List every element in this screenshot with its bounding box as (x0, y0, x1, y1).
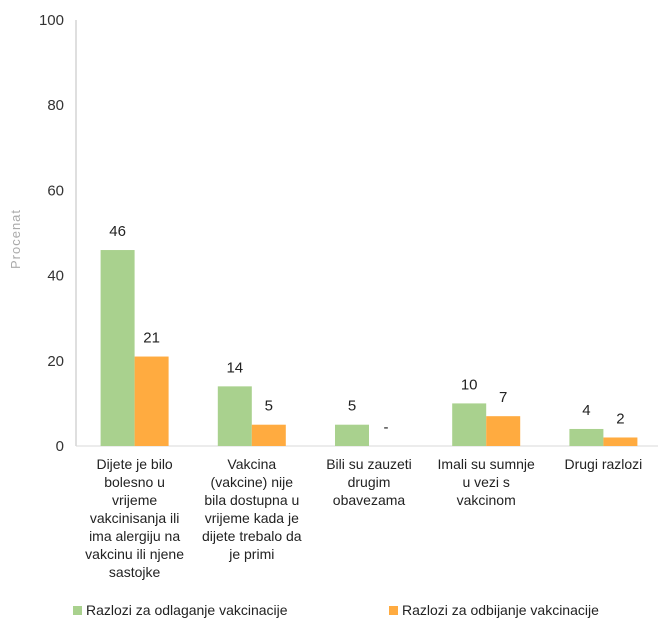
x-category-label-line: vrijeme kada je (204, 510, 299, 526)
y-tick-label: 80 (47, 97, 64, 114)
x-category-label-line: vakcinu ili njene (85, 546, 185, 562)
bar-delay (452, 403, 487, 446)
bar-delay (335, 424, 369, 446)
data-label: 2 (616, 410, 624, 427)
x-category-label-line: bila dostupna u (204, 492, 300, 508)
data-label: 21 (143, 330, 160, 347)
legend-label-refusal: Razlozi za odbijanje vakcinacije (402, 602, 599, 618)
legend-swatch-refusal (389, 605, 398, 615)
y-axis-title: Procenat (8, 209, 23, 269)
legend-item-delay: Razlozi za odlaganje vakcinacije (73, 602, 288, 618)
x-category-label-line: Drugi razlozi (564, 456, 643, 472)
y-tick-label: 40 (47, 268, 64, 285)
x-category-label-line: bolesno u (104, 474, 165, 490)
legend-item-refusal: Razlozi za odbijanje vakcinacije (389, 602, 599, 618)
x-category-label-line: Dijete je bilo (96, 456, 173, 472)
y-tick-label: 20 (47, 353, 64, 370)
x-category-label-line: vakcinom (456, 492, 516, 508)
x-category-label-line: obavezama (332, 492, 406, 508)
x-category-label-line: je primi (229, 546, 275, 562)
x-category-label-line: Vakcina (227, 456, 277, 472)
bar-refusal (251, 424, 286, 446)
bar-delay (569, 428, 604, 446)
data-label: 14 (226, 359, 243, 376)
bar-delay (217, 386, 252, 446)
bar-refusal (486, 416, 521, 446)
x-category-label-line: vakcinisanja ili (89, 510, 180, 526)
x-category-label-line: Imali su sumnje (437, 456, 535, 472)
x-category-label: Drugi razlozi (544, 455, 660, 473)
x-category-label-line: ima alergiju na (89, 528, 181, 544)
y-tick-label: 100 (39, 12, 64, 29)
data-label: 4 (582, 402, 590, 419)
data-label: - (384, 419, 389, 436)
data-label: 7 (499, 389, 507, 406)
y-tick-label: 0 (56, 438, 64, 455)
legend-swatch-delay (73, 605, 82, 615)
data-label: 10 (461, 376, 478, 393)
bar-refusal (134, 356, 169, 446)
bar-delay (100, 250, 135, 446)
data-label: 46 (109, 223, 126, 240)
x-category-label-line: drugim (347, 474, 391, 490)
x-category-label: Bili su zauzeti drugim obavezama (310, 455, 428, 509)
legend-label-delay: Razlozi za odlaganje vakcinacije (86, 602, 288, 618)
x-category-label-line: vrijeme (112, 492, 158, 508)
x-category-label-line: u vezi s (462, 474, 510, 490)
x-category-label: Vakcina (vakcine) nije bila dostupna u vrij… (193, 455, 311, 563)
x-category-label-line: Bili su zauzeti (326, 456, 412, 472)
x-category-label-line: sastojke (108, 564, 161, 580)
bar-refusal (603, 437, 638, 446)
x-category-label: Dijete je bilo bolesno u vrijeme vakcinisan… (76, 455, 194, 581)
y-tick-label: 60 (47, 182, 64, 199)
x-category-label-line: dijete trebalo da (201, 528, 302, 544)
data-label: 5 (265, 398, 273, 415)
x-category-label: Imali su sumnje u vezi s vakcinom (427, 455, 545, 509)
data-label: 5 (348, 398, 356, 415)
x-category-label-line: (vakcine) nije (210, 474, 294, 490)
